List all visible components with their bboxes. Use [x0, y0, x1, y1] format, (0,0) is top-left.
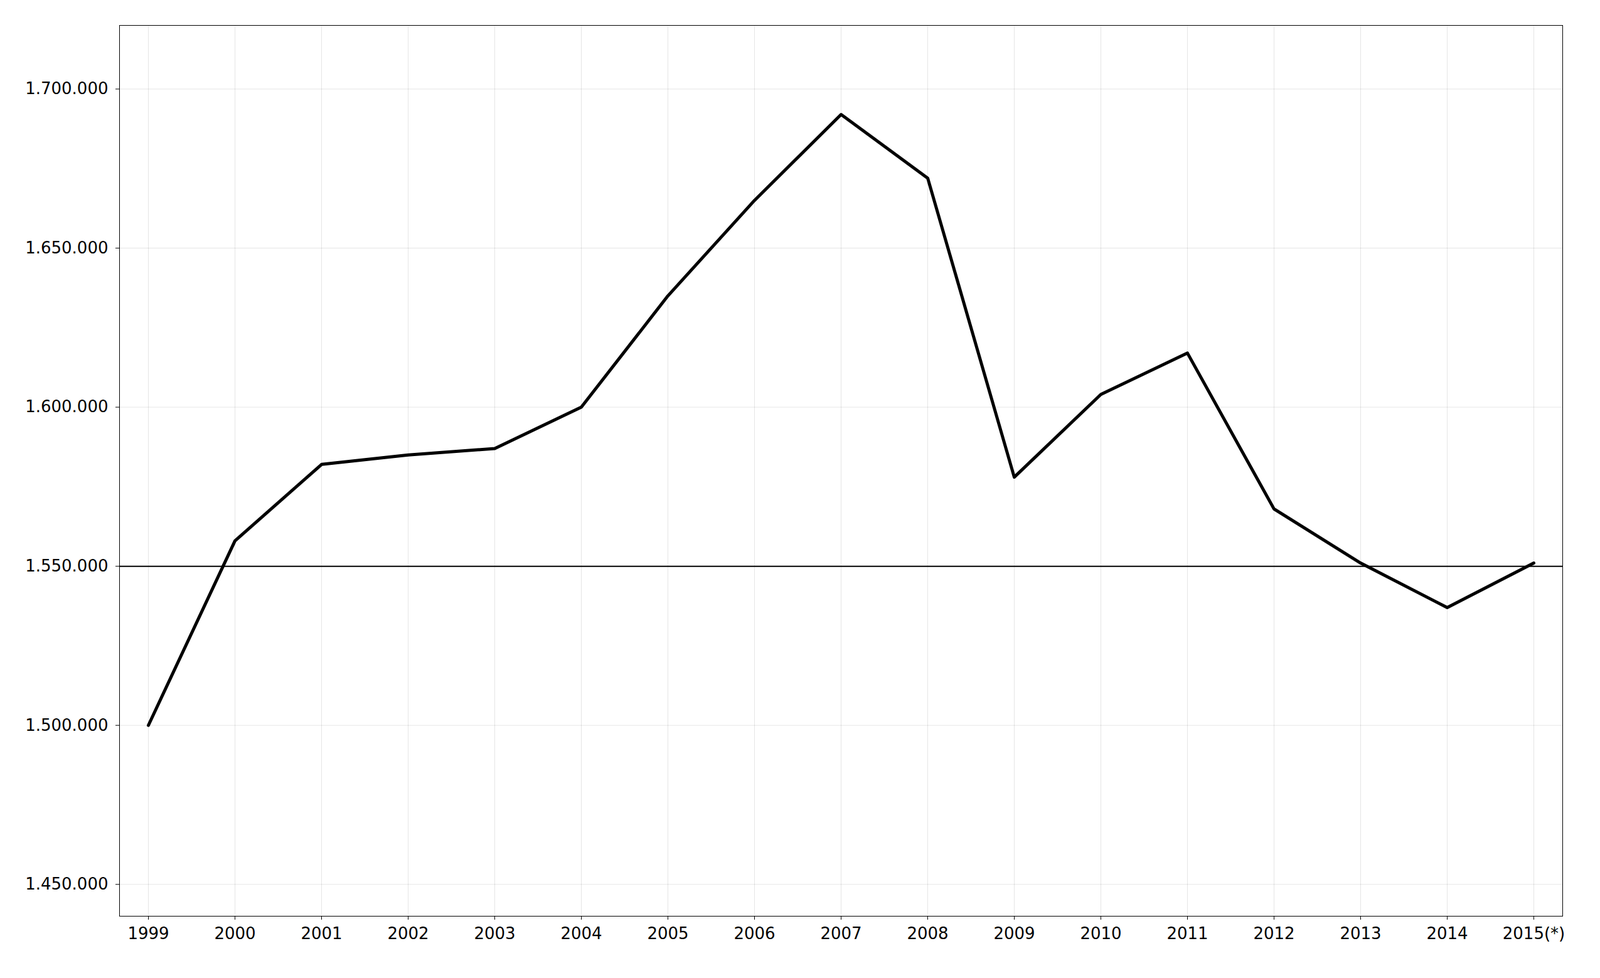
- svg-text:2011: 2011: [1166, 924, 1208, 944]
- svg-text:1.600.000: 1.600.000: [25, 397, 108, 416]
- svg-text:2004: 2004: [560, 924, 602, 944]
- svg-text:2000: 2000: [213, 924, 256, 944]
- svg-text:1999: 1999: [127, 924, 169, 944]
- svg-text:1.550.000: 1.550.000: [25, 556, 108, 576]
- svg-text:2008: 2008: [906, 924, 949, 944]
- svg-text:2015(*): 2015(*): [1502, 924, 1565, 944]
- svg-text:1.450.000: 1.450.000: [25, 874, 108, 894]
- svg-text:2007: 2007: [820, 924, 862, 944]
- svg-text:2013: 2013: [1339, 924, 1382, 944]
- svg-text:1.500.000: 1.500.000: [25, 715, 108, 735]
- svg-text:2009: 2009: [993, 924, 1035, 944]
- svg-text:2001: 2001: [300, 924, 342, 944]
- svg-text:1.650.000: 1.650.000: [25, 238, 108, 258]
- svg-text:2010: 2010: [1079, 924, 1122, 944]
- svg-text:2002: 2002: [387, 924, 429, 944]
- svg-text:2005: 2005: [646, 924, 689, 944]
- svg-text:2003: 2003: [473, 924, 516, 944]
- svg-text:2006: 2006: [733, 924, 775, 944]
- svg-text:1.700.000: 1.700.000: [25, 79, 108, 98]
- svg-text:2014: 2014: [1426, 924, 1468, 944]
- svg-text:2012: 2012: [1253, 924, 1295, 944]
